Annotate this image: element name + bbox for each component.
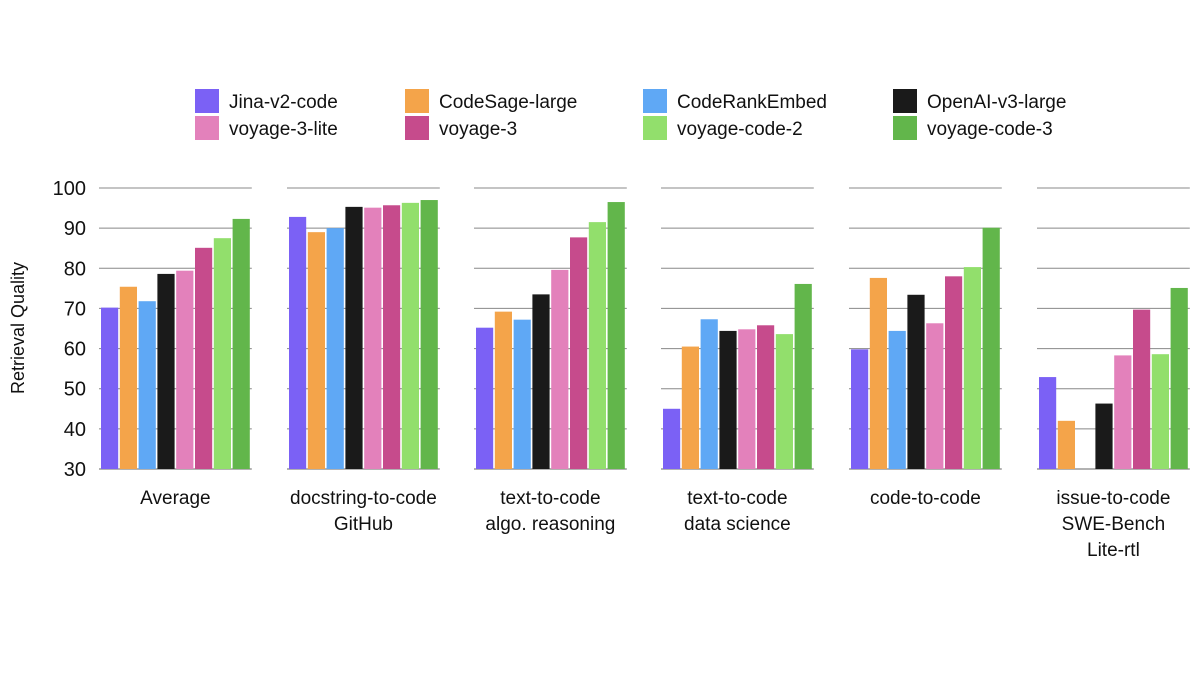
- legend-item: OpenAI-v3-large: [893, 89, 1066, 113]
- bar: [1170, 287, 1188, 469]
- bar: [494, 311, 512, 469]
- legend-label: voyage-3: [439, 119, 517, 140]
- legend-label: CodeRankEmbed: [677, 92, 827, 113]
- category-label: code-to-code: [870, 488, 981, 509]
- bar: [213, 238, 231, 469]
- bar: [232, 218, 250, 469]
- category-label: algo. reasoning: [485, 514, 615, 535]
- legend-item: CodeRankEmbed: [643, 89, 827, 113]
- bar: [532, 294, 550, 469]
- bar: [588, 222, 606, 469]
- bar: [551, 269, 569, 469]
- bar: [326, 228, 344, 469]
- category-label: data science: [684, 514, 791, 535]
- legend-swatch: [405, 116, 429, 140]
- bar: [757, 325, 775, 469]
- legend-item: voyage-code-2: [643, 116, 803, 140]
- category-label: GitHub: [334, 514, 393, 535]
- bar: [119, 286, 137, 469]
- legend-item: Jina-v2-code: [195, 89, 338, 113]
- bar: [176, 270, 194, 469]
- bar: [663, 408, 681, 469]
- bar: [869, 277, 887, 469]
- bar: [681, 346, 699, 469]
- bar: [1114, 355, 1132, 469]
- legend-swatch: [643, 89, 667, 113]
- legend-swatch: [195, 116, 219, 140]
- bar: [851, 349, 869, 469]
- legend-swatch: [643, 116, 667, 140]
- category-label: Average: [140, 488, 210, 509]
- bar: [607, 202, 625, 470]
- legend-swatch: [405, 89, 429, 113]
- bars: [101, 200, 1188, 470]
- category-label: text-to-code: [500, 488, 600, 509]
- bar: [345, 206, 363, 470]
- bar: [157, 273, 175, 469]
- legend-label: voyage-code-2: [677, 119, 803, 140]
- bar: [1095, 403, 1113, 469]
- y-tick-label: 60: [64, 339, 86, 361]
- bar: [570, 237, 588, 469]
- gridlines: [99, 187, 1190, 470]
- legend-label: Jina-v2-code: [229, 92, 338, 113]
- bar: [982, 227, 1000, 469]
- bar: [700, 319, 718, 469]
- bar: [476, 327, 494, 469]
- legend-label: voyage-code-3: [927, 119, 1053, 140]
- legend-item: CodeSage-large: [405, 89, 577, 113]
- bar: [775, 334, 793, 469]
- y-tick-label: 90: [64, 218, 86, 240]
- bar: [1151, 354, 1169, 469]
- y-tick-label: 40: [64, 419, 86, 441]
- legend-swatch: [893, 89, 917, 113]
- legend-swatch: [195, 89, 219, 113]
- bar: [1133, 309, 1151, 469]
- bar: [513, 319, 531, 469]
- bar: [963, 267, 981, 469]
- bar: [195, 247, 213, 469]
- bar: [738, 329, 756, 469]
- y-tick-label: 50: [64, 379, 86, 401]
- y-axis-label: Retrieval Quality: [8, 262, 28, 394]
- bar: [1057, 420, 1075, 469]
- bar: [401, 202, 419, 470]
- y-axis-ticks: 30 40 50 60 70 80 90 100: [53, 178, 86, 481]
- y-tick-label: 100: [53, 178, 86, 200]
- bar: [383, 205, 401, 470]
- y-tick-label: 80: [64, 258, 86, 280]
- bar: [138, 301, 156, 469]
- bar: [945, 276, 963, 469]
- legend-item: voyage-code-3: [893, 116, 1053, 140]
- bar: [907, 294, 925, 469]
- legend-label: CodeSage-large: [439, 92, 577, 113]
- bar: [719, 330, 737, 469]
- bar: [420, 200, 438, 470]
- bar: [101, 307, 119, 469]
- category-label: docstring-to-code: [290, 488, 437, 509]
- category-label: text-to-code: [687, 488, 787, 509]
- category-label: SWE-Bench: [1062, 514, 1165, 535]
- category-label: Lite-rtl: [1087, 540, 1140, 561]
- bar: [888, 330, 906, 469]
- bar: [1039, 377, 1057, 469]
- legend-swatch: [893, 116, 917, 140]
- y-tick-label: 30: [64, 459, 86, 481]
- legend: Jina-v2-code CodeSage-large CodeRankEmbed O…: [195, 89, 1066, 140]
- bar: [289, 216, 307, 469]
- y-tick-label: 70: [64, 298, 86, 320]
- bar: [794, 283, 812, 469]
- legend-item: voyage-3: [405, 116, 517, 140]
- legend-label: voyage-3-lite: [229, 119, 338, 140]
- category-label: issue-to-code: [1056, 488, 1170, 509]
- bar: [307, 232, 325, 469]
- legend-label: OpenAI-v3-large: [927, 92, 1066, 113]
- category-labels: Average docstring-to-code GitHub text-to-co…: [140, 488, 1170, 561]
- bar: [926, 323, 944, 469]
- legend-item: voyage-3-lite: [195, 116, 338, 140]
- bar: [364, 207, 382, 470]
